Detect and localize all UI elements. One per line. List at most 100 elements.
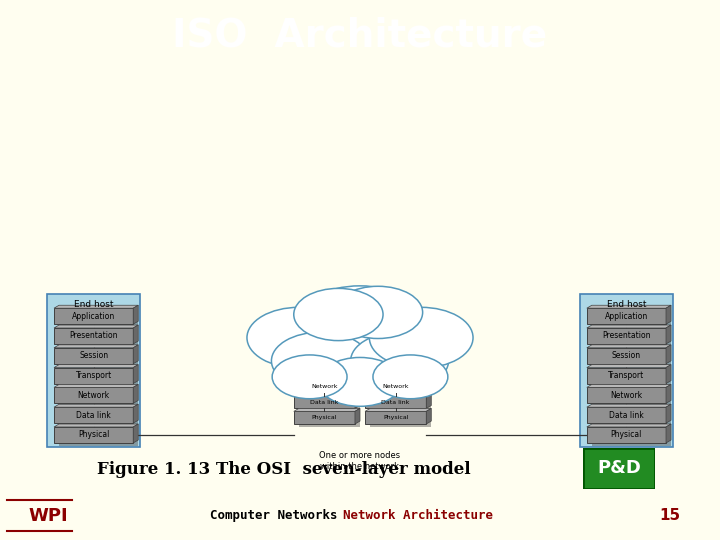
- Polygon shape: [587, 364, 671, 368]
- FancyBboxPatch shape: [587, 427, 666, 443]
- Text: Network: Network: [611, 391, 642, 400]
- Circle shape: [247, 307, 351, 368]
- Polygon shape: [133, 384, 138, 403]
- Text: P&D: P&D: [598, 460, 641, 477]
- FancyBboxPatch shape: [59, 370, 138, 387]
- FancyBboxPatch shape: [54, 328, 133, 344]
- Polygon shape: [355, 377, 360, 393]
- Text: Session: Session: [612, 352, 641, 360]
- Polygon shape: [294, 377, 360, 380]
- Polygon shape: [426, 377, 431, 393]
- Polygon shape: [54, 345, 138, 348]
- FancyBboxPatch shape: [587, 308, 666, 324]
- Polygon shape: [355, 393, 360, 408]
- Text: Computer Networks: Computer Networks: [210, 509, 338, 522]
- Polygon shape: [587, 305, 671, 308]
- Polygon shape: [666, 384, 671, 403]
- FancyBboxPatch shape: [592, 430, 671, 446]
- Text: Physical: Physical: [611, 430, 642, 440]
- Text: Session: Session: [79, 352, 108, 360]
- Text: Network: Network: [78, 391, 109, 400]
- Polygon shape: [133, 345, 138, 364]
- Text: End host: End host: [607, 300, 646, 309]
- Circle shape: [373, 355, 448, 399]
- Polygon shape: [54, 424, 138, 427]
- Polygon shape: [666, 345, 671, 364]
- Circle shape: [333, 286, 423, 339]
- Text: Data link: Data link: [310, 400, 338, 404]
- Polygon shape: [365, 408, 431, 411]
- Polygon shape: [54, 384, 138, 387]
- FancyBboxPatch shape: [299, 399, 360, 411]
- Polygon shape: [133, 424, 138, 443]
- Text: 15: 15: [659, 508, 680, 523]
- Polygon shape: [133, 404, 138, 423]
- FancyBboxPatch shape: [59, 331, 138, 347]
- Polygon shape: [666, 364, 671, 383]
- FancyBboxPatch shape: [592, 311, 671, 327]
- FancyBboxPatch shape: [370, 383, 431, 396]
- Text: Presentation: Presentation: [602, 332, 651, 341]
- Text: WPI: WPI: [29, 507, 68, 525]
- Polygon shape: [365, 377, 431, 380]
- FancyBboxPatch shape: [294, 396, 355, 408]
- Polygon shape: [666, 424, 671, 443]
- Polygon shape: [54, 404, 138, 407]
- Polygon shape: [666, 404, 671, 423]
- FancyBboxPatch shape: [59, 430, 138, 446]
- FancyBboxPatch shape: [592, 390, 671, 406]
- Circle shape: [369, 307, 473, 368]
- FancyBboxPatch shape: [592, 331, 671, 347]
- Polygon shape: [294, 393, 360, 396]
- Text: Physical: Physical: [312, 415, 337, 420]
- FancyBboxPatch shape: [59, 390, 138, 406]
- Polygon shape: [54, 325, 138, 328]
- Polygon shape: [587, 345, 671, 348]
- FancyBboxPatch shape: [59, 350, 138, 367]
- Polygon shape: [666, 305, 671, 324]
- FancyBboxPatch shape: [587, 387, 666, 403]
- FancyBboxPatch shape: [59, 311, 138, 327]
- Text: Network: Network: [311, 384, 338, 389]
- FancyBboxPatch shape: [580, 294, 673, 447]
- Text: Network Architecture: Network Architecture: [343, 509, 492, 522]
- FancyBboxPatch shape: [592, 350, 671, 367]
- Polygon shape: [133, 364, 138, 383]
- FancyBboxPatch shape: [54, 308, 133, 324]
- Polygon shape: [426, 408, 431, 424]
- Polygon shape: [365, 393, 431, 396]
- Text: Data link: Data link: [76, 410, 111, 420]
- FancyBboxPatch shape: [583, 448, 655, 489]
- Polygon shape: [666, 325, 671, 344]
- Text: ISO  Architecture: ISO Architecture: [172, 16, 548, 54]
- Text: Transport: Transport: [76, 371, 112, 380]
- FancyBboxPatch shape: [365, 411, 426, 424]
- FancyBboxPatch shape: [587, 348, 666, 364]
- Text: One or more nodes
within the network: One or more nodes within the network: [320, 451, 400, 471]
- Polygon shape: [54, 305, 138, 308]
- Polygon shape: [426, 393, 431, 408]
- FancyBboxPatch shape: [592, 370, 671, 387]
- Text: Transport: Transport: [608, 371, 644, 380]
- Text: End host: End host: [74, 300, 113, 309]
- Text: Application: Application: [72, 312, 115, 321]
- Circle shape: [271, 332, 369, 389]
- FancyBboxPatch shape: [587, 368, 666, 383]
- Text: Figure 1. 13 The OSI  seven-layer model: Figure 1. 13 The OSI seven-layer model: [97, 461, 471, 478]
- Polygon shape: [355, 408, 360, 424]
- FancyBboxPatch shape: [365, 396, 426, 408]
- Circle shape: [297, 286, 423, 360]
- FancyBboxPatch shape: [587, 407, 666, 423]
- FancyBboxPatch shape: [370, 399, 431, 411]
- Text: Application: Application: [605, 312, 648, 321]
- FancyBboxPatch shape: [54, 348, 133, 364]
- FancyBboxPatch shape: [47, 294, 140, 447]
- FancyBboxPatch shape: [365, 380, 426, 393]
- Polygon shape: [587, 424, 671, 427]
- FancyBboxPatch shape: [587, 328, 666, 344]
- Text: Physical: Physical: [383, 415, 408, 420]
- Polygon shape: [587, 384, 671, 387]
- Polygon shape: [294, 408, 360, 411]
- FancyBboxPatch shape: [370, 414, 431, 427]
- Circle shape: [351, 332, 449, 389]
